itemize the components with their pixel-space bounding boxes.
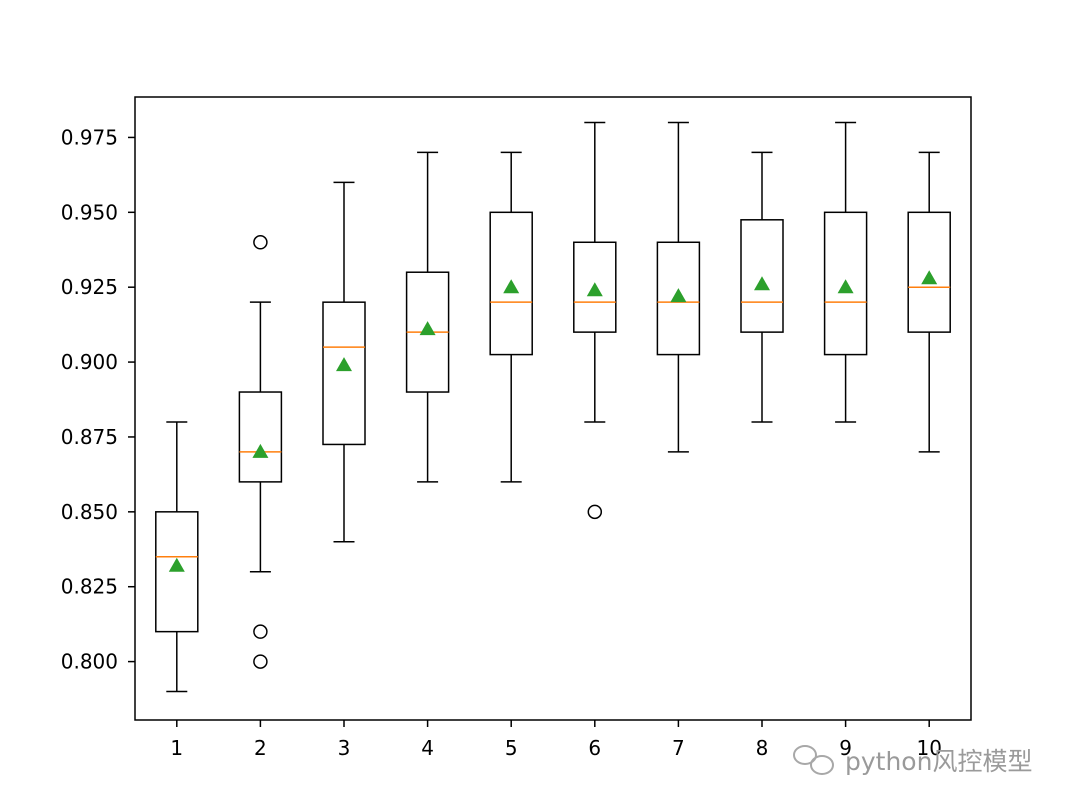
box-group <box>155 421 199 693</box>
box-iqr <box>238 391 283 483</box>
y-tick-label: 0.875 <box>61 425 118 449</box>
box-iqr <box>907 211 951 333</box>
y-tick-label: 0.825 <box>61 575 118 599</box>
mean-marker <box>336 357 352 372</box>
y-tick-label: 0.975 <box>61 125 118 149</box>
box-group <box>573 121 617 520</box>
boxes-layer <box>155 121 951 693</box>
mean-marker <box>503 279 520 294</box>
box-group <box>405 151 450 483</box>
box-iqr <box>740 219 784 333</box>
x-tick-label: 4 <box>421 736 434 760</box>
x-tick-label: 8 <box>756 736 769 760</box>
outlier-point <box>253 624 268 639</box>
x-tick-label: 6 <box>588 736 601 760</box>
x-tick-label: 2 <box>254 736 267 760</box>
box-iqr <box>155 511 199 633</box>
box-group <box>823 121 868 423</box>
outlier-point <box>587 504 603 520</box>
y-tick-label: 0.900 <box>61 350 118 374</box>
mean-marker <box>586 282 603 297</box>
watermark-text: python风控模型 <box>845 747 1032 776</box>
plot-frame <box>134 96 972 721</box>
box-group <box>656 121 701 453</box>
x-tick-label: 9 <box>839 736 852 760</box>
x-tick-label: 3 <box>338 736 351 760</box>
mean-marker <box>252 443 269 458</box>
box-group <box>907 151 951 453</box>
x-tick-label: 1 <box>170 736 183 760</box>
y-axis: 0.800 0.825 0.850 0.875 0.900 0.925 0.950 0.975 <box>61 125 135 674</box>
x-tick-label: 5 <box>505 736 518 760</box>
box-group <box>238 235 283 669</box>
mean-marker <box>419 321 436 336</box>
mean-marker <box>921 270 938 285</box>
box-group <box>740 151 784 423</box>
y-tick-label: 0.800 <box>61 650 118 674</box>
mean-marker <box>168 557 185 572</box>
box-iqr <box>489 211 533 356</box>
box-iqr <box>573 241 617 333</box>
box-iqr <box>823 211 868 356</box>
mean-marker <box>837 279 854 294</box>
mean-marker <box>754 276 770 291</box>
y-tick-label: 0.925 <box>61 275 118 299</box>
box-group <box>322 181 366 543</box>
box-iqr <box>656 241 701 356</box>
mean-marker <box>670 288 687 303</box>
x-tick-label: 10 <box>916 736 941 760</box>
outlier-point <box>253 235 268 250</box>
x-axis: 1 2 3 4 5 6 7 8 9 10 <box>170 720 942 760</box>
outlier-point <box>253 654 268 669</box>
wechat-icon <box>793 745 834 775</box>
box-group <box>489 151 533 483</box>
y-tick-label: 0.850 <box>61 500 118 524</box>
y-tick-label: 0.950 <box>61 200 118 224</box>
box-iqr <box>322 301 366 446</box>
watermark: python风控模型 <box>793 745 1032 776</box>
x-tick-label: 7 <box>672 736 685 760</box>
